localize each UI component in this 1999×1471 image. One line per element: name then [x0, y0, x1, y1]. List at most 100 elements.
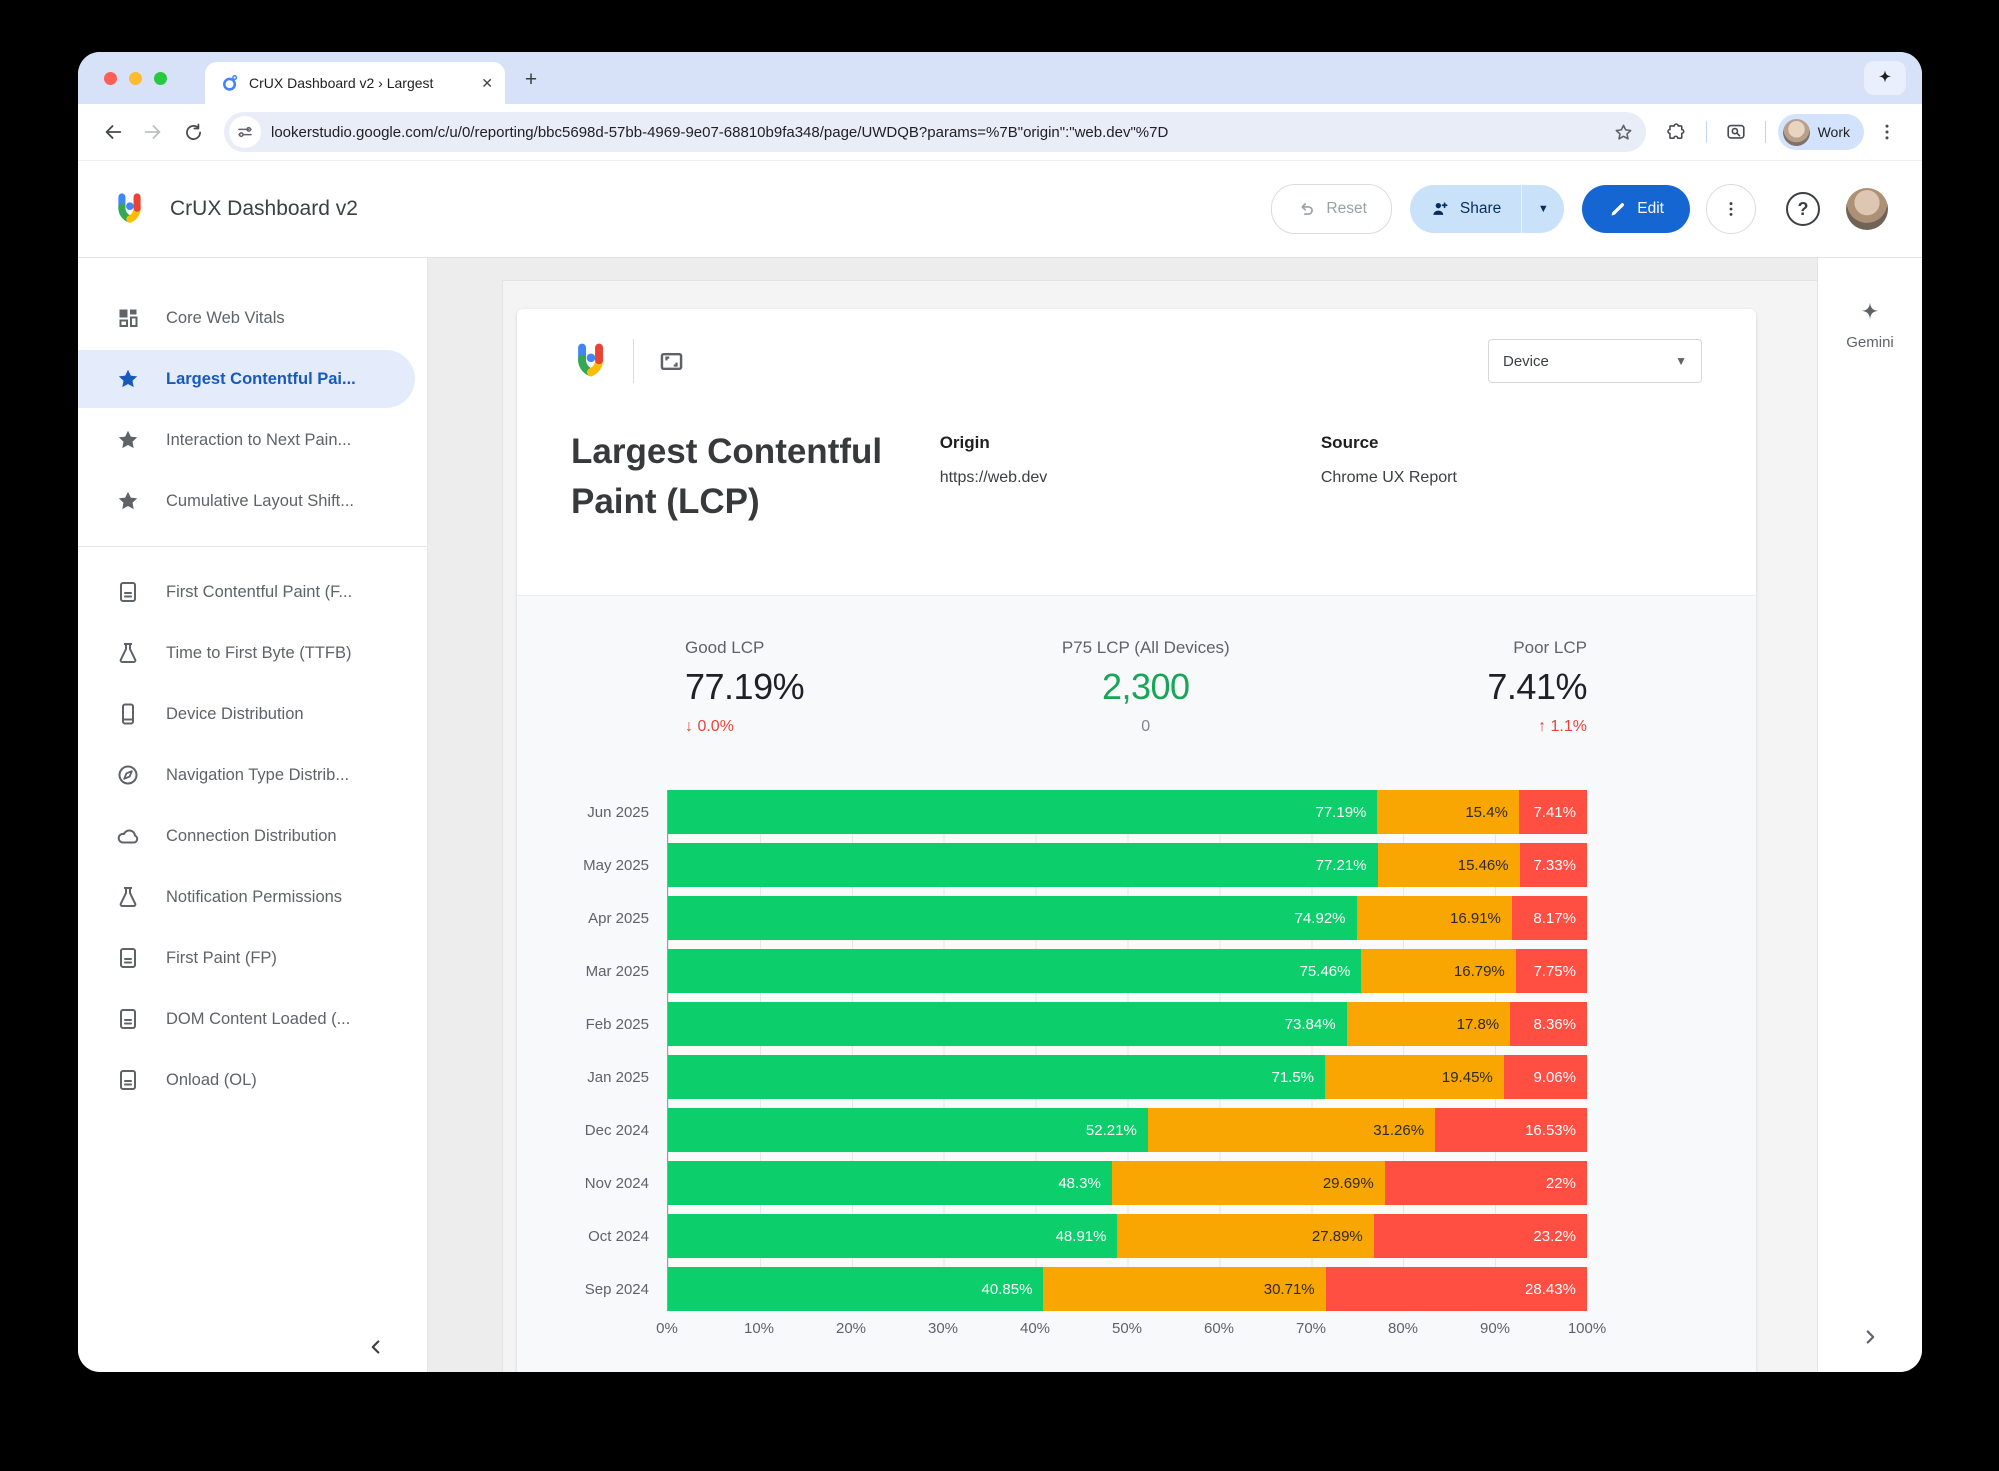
- more-options-button[interactable]: [1706, 184, 1756, 234]
- sidebar-item-cumulative-layout-shift[interactable]: Cumulative Layout Shift...: [78, 472, 427, 530]
- sidebar-item-label: Connection Distribution: [166, 826, 337, 845]
- fit-to-frame-icon[interactable]: [658, 348, 685, 375]
- report-title: Largest Contentful Paint (LCP): [571, 432, 883, 521]
- bar-segment-needs-improvement[interactable]: 19.45%: [1325, 1055, 1504, 1099]
- bar-segment-poor[interactable]: 28.43%: [1325, 1267, 1587, 1311]
- gemini-sparkle-icon: [1861, 302, 1879, 319]
- bar-segment-needs-improvement[interactable]: 15.46%: [1377, 843, 1520, 887]
- bar-segment-good[interactable]: 71.5%: [668, 1055, 1326, 1099]
- report-canvas: Device ▼ Largest Contentful Paint (LCP) …: [428, 258, 1817, 1372]
- profile-chip[interactable]: Work: [1777, 114, 1864, 150]
- window-controls: [104, 72, 167, 85]
- bar-value-label: 31.26%: [1373, 1121, 1425, 1139]
- sidebar-item-notification-permissions[interactable]: Notification Permissions: [78, 868, 427, 926]
- bar-segment-poor[interactable]: 7.41%: [1518, 790, 1587, 834]
- sidebar-item-label: Navigation Type Distrib...: [166, 765, 350, 784]
- bar-segment-good[interactable]: 77.21%: [668, 843, 1378, 887]
- share-options-caret[interactable]: ▼: [1521, 185, 1565, 233]
- back-button[interactable]: [96, 115, 130, 149]
- forward-button[interactable]: [136, 115, 170, 149]
- chart-section: Good LCP 77.19% ↓ 0.0% P75 LCP (All Devi…: [517, 595, 1756, 1372]
- bar-segment-good[interactable]: 40.85%: [668, 1267, 1044, 1311]
- bar-segment-good[interactable]: 74.92%: [668, 896, 1357, 940]
- address-bar[interactable]: lookerstudio.google.com/c/u/0/reporting/…: [224, 112, 1646, 152]
- sidebar-item-label: Device Distribution: [166, 704, 304, 723]
- source-block: Source Chrome UX Report: [1321, 427, 1702, 527]
- bar-segment-poor[interactable]: 16.53%: [1435, 1108, 1587, 1152]
- bar-value-label: 27.89%: [1311, 1227, 1363, 1245]
- extensions-icon[interactable]: [1660, 115, 1694, 149]
- tab-search-icon[interactable]: [1719, 115, 1753, 149]
- category-label: Jun 2025: [587, 803, 649, 821]
- bookmark-star-icon[interactable]: [1613, 122, 1634, 143]
- sidebar-item-time-to-first-byte-ttfb[interactable]: Time to First Byte (TTFB): [78, 624, 427, 682]
- sidebar-item-onload-ol[interactable]: Onload (OL): [78, 1051, 427, 1109]
- bar-segment-needs-improvement[interactable]: 29.69%: [1111, 1161, 1385, 1205]
- phone-icon: [116, 702, 140, 726]
- bar-value-label: 7.41%: [1533, 803, 1576, 821]
- bar-segment-needs-improvement[interactable]: 16.79%: [1361, 949, 1516, 993]
- bar-segment-poor[interactable]: 23.2%: [1373, 1214, 1587, 1258]
- share-button[interactable]: Share: [1409, 185, 1522, 233]
- bar-segment-poor[interactable]: 8.36%: [1510, 1002, 1587, 1046]
- sidebar-item-largest-contentful-pai[interactable]: Largest Contentful Pai...: [78, 350, 415, 408]
- minimize-window-button[interactable]: [129, 72, 142, 85]
- site-settings-icon[interactable]: [229, 116, 261, 148]
- tab-strip: CrUX Dashboard v2 › Largest ✕ +: [78, 52, 1922, 104]
- bar-value-label: 15.46%: [1457, 856, 1509, 874]
- bar-segment-needs-improvement[interactable]: 15.4%: [1377, 790, 1519, 834]
- bar-segment-poor[interactable]: 22%: [1384, 1161, 1587, 1205]
- sidebar-item-first-paint-fp[interactable]: First Paint (FP): [78, 929, 427, 987]
- bar-segment-good[interactable]: 48.91%: [668, 1214, 1118, 1258]
- header-divider: [633, 339, 634, 383]
- bar-segment-needs-improvement[interactable]: 16.91%: [1356, 896, 1512, 940]
- sidebar-item-device-distribution[interactable]: Device Distribution: [78, 685, 427, 743]
- bar-segment-needs-improvement[interactable]: 27.89%: [1117, 1214, 1374, 1258]
- close-window-button[interactable]: [104, 72, 117, 85]
- bar-segment-needs-improvement[interactable]: 30.71%: [1043, 1267, 1326, 1311]
- reset-button[interactable]: Reset: [1271, 184, 1392, 234]
- browser-gemini-button[interactable]: [1864, 61, 1906, 95]
- bar-segment-good[interactable]: 75.46%: [668, 949, 1362, 993]
- gemini-button[interactable]: Gemini: [1846, 300, 1894, 351]
- sidebar-item-interaction-to-next-pain[interactable]: Interaction to Next Pain...: [78, 411, 427, 469]
- bar-segment-poor[interactable]: 7.33%: [1519, 843, 1587, 887]
- bar-segment-good[interactable]: 48.3%: [668, 1161, 1112, 1205]
- device-filter-dropdown[interactable]: Device ▼: [1488, 339, 1702, 383]
- gemini-label: Gemini: [1846, 334, 1894, 351]
- bar-segment-good[interactable]: 52.21%: [668, 1108, 1148, 1152]
- sidebar-item-connection-distribution[interactable]: Connection Distribution: [78, 807, 427, 865]
- chart-row: 71.5% 19.45% 9.06%: [668, 1055, 1587, 1099]
- dropdown-caret-icon: ▼: [1675, 354, 1687, 368]
- sidebar-item-dom-content-loaded[interactable]: DOM Content Loaded (...: [78, 990, 427, 1048]
- account-avatar[interactable]: [1846, 188, 1888, 230]
- next-page-chevron-icon[interactable]: [1859, 1326, 1881, 1348]
- maximize-window-button[interactable]: [154, 72, 167, 85]
- sidebar-item-navigation-type-distrib[interactable]: Navigation Type Distrib...: [78, 746, 427, 804]
- bar-segment-poor[interactable]: 9.06%: [1503, 1055, 1587, 1099]
- collapse-sidebar-chevron-icon[interactable]: [365, 1336, 387, 1358]
- bar-segment-needs-improvement[interactable]: 31.26%: [1147, 1108, 1436, 1152]
- bar-value-label: 16.79%: [1453, 962, 1505, 980]
- reload-button[interactable]: [176, 115, 210, 149]
- new-tab-button[interactable]: +: [524, 68, 538, 91]
- crux-favicon-icon: [221, 74, 239, 92]
- bar-segment-poor[interactable]: 7.75%: [1515, 949, 1587, 993]
- bar-value-label: 7.75%: [1533, 962, 1576, 980]
- bar-segment-poor[interactable]: 8.17%: [1511, 896, 1587, 940]
- browser-toolbar: lookerstudio.google.com/c/u/0/reporting/…: [78, 104, 1922, 161]
- bar-segment-good[interactable]: 73.84%: [668, 1002, 1347, 1046]
- url-text[interactable]: lookerstudio.google.com/c/u/0/reporting/…: [271, 123, 1169, 141]
- bar-segment-good[interactable]: 77.19%: [668, 790, 1378, 834]
- x-axis-tick: 30%: [927, 1320, 959, 1337]
- x-axis-tick: 20%: [835, 1320, 867, 1337]
- help-button[interactable]: ?: [1786, 192, 1820, 226]
- x-axis-tick: 40%: [1019, 1320, 1051, 1337]
- bar-segment-needs-improvement[interactable]: 17.8%: [1346, 1002, 1511, 1046]
- sidebar-item-first-contentful-paint-f[interactable]: First Contentful Paint (F...: [78, 563, 427, 621]
- browser-menu-icon[interactable]: [1870, 115, 1904, 149]
- browser-tab[interactable]: CrUX Dashboard v2 › Largest ✕: [205, 62, 505, 104]
- tab-close-icon[interactable]: ✕: [481, 74, 493, 91]
- sidebar-item-core-web-vitals[interactable]: Core Web Vitals: [78, 289, 427, 347]
- edit-button[interactable]: Edit: [1582, 185, 1690, 233]
